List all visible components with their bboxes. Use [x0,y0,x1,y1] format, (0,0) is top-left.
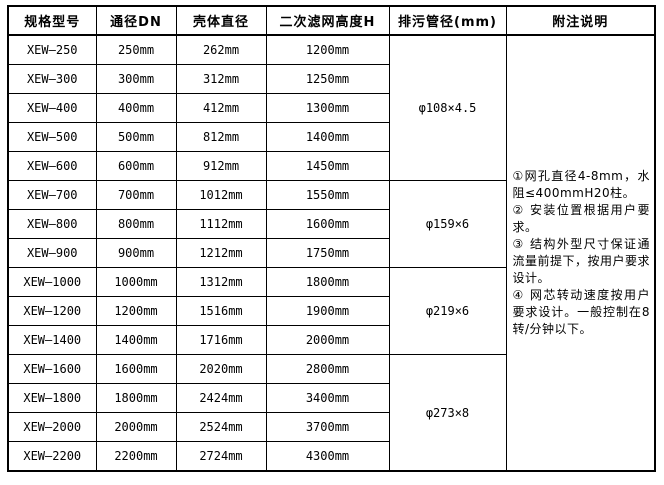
header-drain: 排污管径(mm) [388,5,507,36]
shell-cell: 1516mm [175,296,267,326]
table-row: XEW—900 900mm 1212mm 1750mm [7,238,655,268]
shell-cell: 2724mm [175,441,267,472]
header-notes: 附注说明 [505,5,656,36]
model-cell: XEW—400 [7,93,97,123]
table-row: XEW—1000 1000mm 1312mm 1800mm φ219×6 [7,267,655,355]
shell-cell: 262mm [175,34,267,65]
dn-cell: 1600mm [95,354,177,384]
model-cell: XEW—1600 [7,354,97,384]
drain-cell: φ219×6 [388,267,507,355]
dn-cell: 1200mm [95,296,177,326]
dn-cell: 300mm [95,64,177,94]
shell-cell: 1716mm [175,325,267,355]
height-cell: 1600mm [265,209,390,239]
drain-cell: φ108×4.5 [388,34,507,181]
header-model: 规格型号 [7,5,97,36]
table-row: XEW—700 700mm 1012mm 1550mm φ159×6 [7,180,655,268]
table-row: XEW—400 400mm 412mm 1300mm [7,93,655,123]
shell-cell: 412mm [175,93,267,123]
table-row: XEW—500 500mm 812mm 1400mm [7,122,655,152]
model-cell: XEW—1200 [7,296,97,326]
header-dn: 通径DN [95,5,177,36]
shell-cell: 312mm [175,64,267,94]
dn-cell: 800mm [95,209,177,239]
model-cell: XEW—600 [7,151,97,181]
dn-cell: 2000mm [95,412,177,442]
dn-cell: 500mm [95,122,177,152]
dn-cell: 250mm [95,34,177,65]
shell-cell: 1212mm [175,238,267,268]
table-body: XEW—250 250mm 262mm 1200mm φ108×4.5 ①网孔直径4-8m… [7,34,656,472]
spec-table: 规格型号 通径DN 壳体直径 二次滤网高度H 排污管径(mm) 附注说明 XEW… [7,5,656,472]
model-cell: XEW—1400 [7,325,97,355]
dn-cell: 600mm [95,151,177,181]
dn-cell: 1400mm [95,325,177,355]
note-line: ④ 网芯转动速度按用户要求设计。一般控制在8转/分钟以下。 [512,288,650,336]
model-cell: XEW—300 [7,64,97,94]
dn-cell: 400mm [95,93,177,123]
header-height: 二次滤网高度H [265,5,390,36]
model-cell: XEW—2200 [7,441,97,472]
table-row: XEW—300 300mm 312mm 1250mm [7,64,655,94]
table-header: 规格型号 通径DN 壳体直径 二次滤网高度H 排污管径(mm) 附注说明 [7,5,656,36]
note-line: ② 安装位置根据用户要求。 [512,203,650,234]
note-line: ①网孔直径4-8mm，水阻≤400mmH20柱。 [512,169,650,200]
note-line: ③ 结构外型尺寸保证通流量前提下，按用户要求设计。 [512,237,651,285]
table-row: XEW—1600 1600mm 2020mm 2800mm φ273×8 [7,354,655,472]
header-shell: 壳体直径 [175,5,267,36]
dn-cell: 1000mm [95,267,177,297]
height-cell: 1750mm [265,238,390,268]
header-row: 规格型号 通径DN 壳体直径 二次滤网高度H 排污管径(mm) 附注说明 [7,5,656,36]
dn-cell: 2200mm [95,441,177,472]
table-row: XEW—600 600mm 912mm 1450mm [7,151,655,181]
model-cell: XEW—2000 [7,412,97,442]
model-cell: XEW—500 [7,122,97,152]
shell-cell: 2020mm [175,354,267,384]
shell-cell: 1312mm [175,267,267,297]
shell-cell: 2524mm [175,412,267,442]
table-row: XEW—250 250mm 262mm 1200mm φ108×4.5 ①网孔直径4-8m… [7,34,656,472]
height-cell: 1200mm [265,34,390,65]
dn-cell: 700mm [95,180,177,210]
height-cell: 1450mm [265,151,390,181]
model-cell: XEW—250 [7,34,97,65]
height-cell: 4300mm [265,441,390,472]
model-cell: XEW—900 [7,238,97,268]
shell-cell: 1112mm [175,209,267,239]
shell-cell: 912mm [175,151,267,181]
table-row: XEW—2000 2000mm 2524mm 3700mm [7,412,655,442]
table-row: XEW—1800 1800mm 2424mm 3400mm [7,383,655,413]
height-cell: 1550mm [265,180,390,210]
model-cell: XEW—700 [7,180,97,210]
shell-cell: 1012mm [175,180,267,210]
height-cell: 2800mm [265,354,390,384]
height-cell: 3700mm [265,412,390,442]
model-cell: XEW—1000 [7,267,97,297]
height-cell: 1250mm [265,64,390,94]
dn-cell: 900mm [95,238,177,268]
table-row: XEW—800 800mm 1112mm 1600mm [7,209,655,239]
model-cell: XEW—1800 [7,383,97,413]
shell-cell: 2424mm [175,383,267,413]
drain-cell: φ159×6 [388,180,507,268]
height-cell: 1300mm [265,93,390,123]
model-cell: XEW—800 [7,209,97,239]
drain-cell: φ273×8 [388,354,507,472]
height-cell: 1800mm [265,267,390,297]
table-row: XEW—2200 2200mm 2724mm 4300mm [7,441,655,472]
height-cell: 3400mm [265,383,390,413]
shell-cell: 812mm [175,122,267,152]
notes-cell: ①网孔直径4-8mm，水阻≤400mmH20柱。 ② 安装位置根据用户要求。 ③ 结… [505,34,656,472]
height-cell: 1900mm [265,296,390,326]
dn-cell: 1800mm [95,383,177,413]
height-cell: 2000mm [265,325,390,355]
height-cell: 1400mm [265,122,390,152]
